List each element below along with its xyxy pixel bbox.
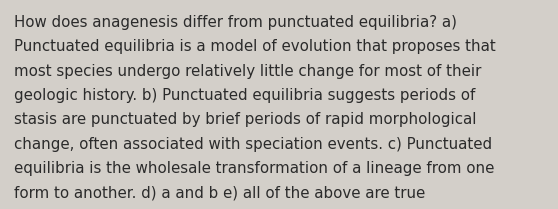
Text: most species undergo relatively little change for most of their: most species undergo relatively little c… <box>14 64 482 79</box>
Text: geologic history. b) Punctuated equilibria suggests periods of: geologic history. b) Punctuated equilibr… <box>14 88 475 103</box>
Text: change, often associated with speciation events. c) Punctuated: change, often associated with speciation… <box>14 137 492 152</box>
Text: How does anagenesis differ from punctuated equilibria? a): How does anagenesis differ from punctuat… <box>14 15 457 30</box>
Text: equilibria is the wholesale transformation of a lineage from one: equilibria is the wholesale transformati… <box>14 161 494 176</box>
Text: Punctuated equilibria is a model of evolution that proposes that: Punctuated equilibria is a model of evol… <box>14 39 496 54</box>
Text: stasis are punctuated by brief periods of rapid morphological: stasis are punctuated by brief periods o… <box>14 112 477 127</box>
Text: form to another. d) a and b e) all of the above are true: form to another. d) a and b e) all of th… <box>14 186 425 201</box>
